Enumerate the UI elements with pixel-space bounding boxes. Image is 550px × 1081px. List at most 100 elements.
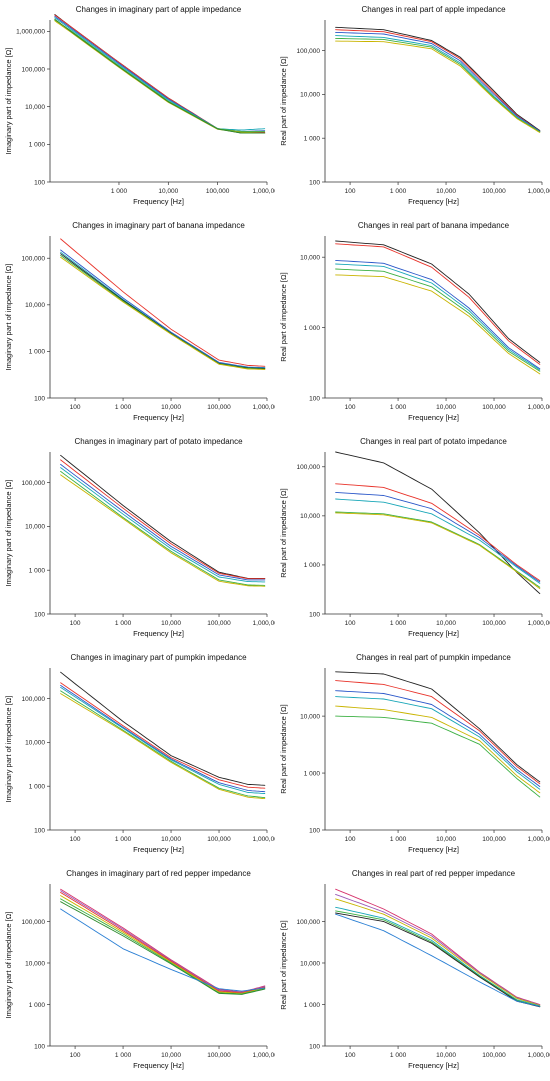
x-tick-label: 100 bbox=[345, 620, 356, 627]
series-line bbox=[335, 268, 541, 372]
series-line bbox=[335, 31, 541, 132]
series-line bbox=[60, 238, 266, 367]
chart-svg: Changes in imaginary part of banana impe… bbox=[4, 221, 275, 422]
y-tick-label: 100 bbox=[34, 611, 45, 618]
series-line bbox=[335, 898, 541, 1006]
x-tick-label: 1 000 bbox=[115, 620, 132, 627]
series-line bbox=[54, 18, 266, 134]
y-axis-label: Real part of impedance [Ω] bbox=[279, 488, 288, 577]
y-tick-label: 10,000 bbox=[25, 960, 45, 967]
y-tick-label: 100 bbox=[309, 1043, 320, 1050]
chart-apple-real: Changes in real part of apple impedance 1… bbox=[275, 0, 550, 216]
series-line bbox=[54, 15, 266, 132]
axis-lines bbox=[49, 236, 267, 399]
x-tick-label: 100,000 bbox=[207, 1052, 231, 1059]
series-line bbox=[60, 686, 266, 794]
series-line bbox=[335, 893, 541, 1006]
x-axis-label: Frequency [Hz] bbox=[133, 197, 184, 206]
x-tick-label: 100 bbox=[345, 188, 356, 195]
series-line bbox=[60, 256, 266, 370]
series-line bbox=[335, 690, 541, 787]
chart-title: Changes in real part of pumpkin impedanc… bbox=[356, 653, 511, 662]
x-tick-label: 1,000,000 bbox=[253, 836, 275, 843]
x-tick-label: 1,000,000 bbox=[528, 620, 550, 627]
chart-pumpkin-imaginary: Changes in imaginary part of pumpkin imp… bbox=[0, 648, 275, 864]
y-tick-label: 1 000 bbox=[29, 142, 46, 149]
x-axis-label: Frequency [Hz] bbox=[408, 197, 459, 206]
series-line bbox=[60, 682, 266, 789]
series-line bbox=[335, 35, 541, 133]
x-tick-label: 1 000 bbox=[115, 836, 132, 843]
series-line bbox=[60, 671, 266, 786]
x-tick-label: 1,000,000 bbox=[528, 836, 550, 843]
x-tick-label: 1,000,000 bbox=[528, 404, 550, 411]
series-line bbox=[54, 19, 266, 132]
x-tick-label: 100 bbox=[70, 620, 81, 627]
x-tick-label: 1 000 bbox=[390, 620, 407, 627]
y-tick-label: 100 bbox=[309, 611, 320, 618]
x-axis-label: Frequency [Hz] bbox=[408, 413, 459, 422]
series-line bbox=[54, 14, 266, 133]
chart-svg: Changes in imaginary part of apple imped… bbox=[4, 5, 275, 206]
y-tick-label: 100,000 bbox=[22, 696, 46, 703]
series-line bbox=[60, 895, 266, 994]
x-tick-label: 1 000 bbox=[111, 188, 128, 195]
y-tick-label: 100 bbox=[34, 827, 45, 834]
x-tick-label: 1 000 bbox=[390, 404, 407, 411]
y-axis-label: Imaginary part of impedance [Ω] bbox=[4, 696, 13, 803]
y-tick-label: 100,000 bbox=[297, 48, 321, 55]
x-tick-label: 100,000 bbox=[482, 836, 506, 843]
chart-potato-imaginary: Changes in imaginary part of potato impe… bbox=[0, 432, 275, 648]
series-line bbox=[60, 454, 266, 579]
series-line bbox=[335, 26, 541, 131]
y-tick-label: 1 000 bbox=[29, 349, 46, 356]
x-tick-label: 100 bbox=[70, 836, 81, 843]
x-tick-label: 10,000 bbox=[161, 1052, 181, 1059]
axis-lines bbox=[324, 884, 542, 1047]
x-tick-label: 100 bbox=[345, 404, 356, 411]
series-line bbox=[60, 684, 266, 793]
series-line bbox=[60, 690, 266, 799]
y-tick-label: 100,000 bbox=[22, 66, 46, 73]
series-line bbox=[335, 910, 541, 1007]
series-line bbox=[60, 463, 266, 581]
series-line bbox=[60, 890, 266, 993]
chart-title: Changes in imaginary part of red pepper … bbox=[66, 869, 251, 878]
y-axis-label: Real part of impedance [Ω] bbox=[279, 272, 288, 361]
y-tick-label: 1 000 bbox=[304, 770, 321, 777]
y-axis-label: Real part of impedance [Ω] bbox=[279, 704, 288, 793]
series-line bbox=[335, 671, 541, 783]
x-tick-label: 1,000,000 bbox=[253, 188, 275, 195]
x-tick-label: 1,000,000 bbox=[528, 188, 550, 195]
x-tick-label: 1 000 bbox=[390, 836, 407, 843]
x-tick-label: 1,000,000 bbox=[253, 404, 275, 411]
series-line bbox=[335, 29, 541, 132]
x-axis-label: Frequency [Hz] bbox=[408, 845, 459, 854]
x-axis-label: Frequency [Hz] bbox=[133, 845, 184, 854]
series-line bbox=[60, 467, 266, 583]
x-axis-label: Frequency [Hz] bbox=[133, 413, 184, 422]
chart-title: Changes in imaginary part of potato impe… bbox=[74, 437, 243, 446]
x-tick-label: 100 bbox=[70, 1052, 81, 1059]
chart-svg: Changes in real part of potato impedance… bbox=[279, 437, 550, 638]
series-line bbox=[60, 253, 266, 369]
y-tick-label: 10,000 bbox=[300, 513, 320, 520]
y-axis-label: Imaginary part of impedance [Ω] bbox=[4, 48, 13, 155]
series-line bbox=[335, 913, 541, 1007]
y-axis-label: Imaginary part of impedance [Ω] bbox=[4, 912, 13, 1019]
x-axis-label: Frequency [Hz] bbox=[408, 629, 459, 638]
x-tick-label: 10,000 bbox=[436, 836, 456, 843]
series-line bbox=[335, 512, 541, 590]
chart-red-pepper-real: Changes in real part of red pepper imped… bbox=[275, 864, 550, 1080]
x-axis-label: Frequency [Hz] bbox=[408, 1061, 459, 1070]
chart-svg: Changes in real part of apple impedance 1… bbox=[279, 5, 550, 206]
y-tick-label: 1 000 bbox=[304, 1002, 321, 1009]
series-line bbox=[60, 249, 266, 369]
series-line bbox=[335, 240, 541, 363]
axis-lines bbox=[324, 236, 542, 399]
y-axis-label: Real part of impedance [Ω] bbox=[279, 920, 288, 1009]
series-line bbox=[335, 715, 541, 798]
series-line bbox=[335, 451, 541, 595]
y-tick-label: 100,000 bbox=[22, 480, 46, 487]
